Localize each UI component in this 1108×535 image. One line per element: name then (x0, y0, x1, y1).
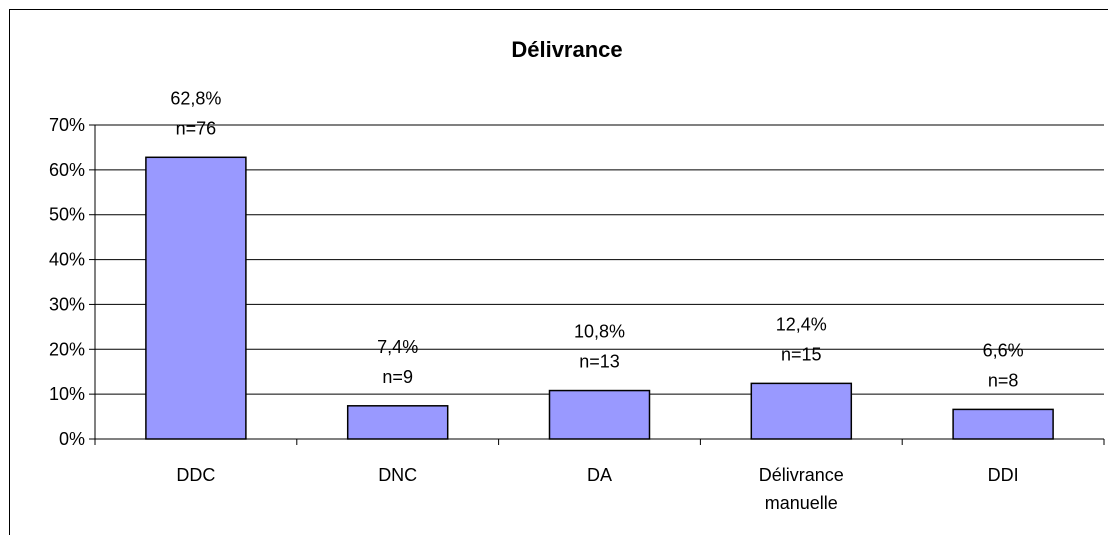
bar (952, 408, 1054, 440)
data-label: n=13 (579, 352, 620, 372)
y-tick-label: 70% (49, 115, 85, 135)
x-tick-label: DNC (378, 465, 417, 485)
y-tick-label: 40% (49, 250, 85, 270)
data-label: 7,4% (377, 337, 418, 357)
data-label: n=76 (176, 118, 217, 138)
y-tick-label: 10% (49, 384, 85, 404)
data-label: 12,4% (776, 314, 827, 334)
y-tick-label: 20% (49, 339, 85, 359)
data-label: 6,6% (983, 340, 1024, 360)
y-tick-label: 60% (49, 160, 85, 180)
x-tick-label: manuelle (765, 493, 838, 513)
data-labels: 62,8% n=76 7,4% n=9 10,8% n=13 12,4% n=15 6,6% n=… (170, 88, 1023, 390)
bar (145, 156, 247, 440)
x-tick-label: Délivrance (759, 465, 844, 485)
x-tick-label: DDC (176, 465, 215, 485)
data-label: n=15 (781, 344, 822, 364)
x-axis-ticks: DDC DNC DA Délivrance manuelle DDI (94, 439, 1105, 513)
y-tick-label: 0% (59, 429, 85, 449)
bar (750, 382, 853, 440)
data-label: 62,8% (170, 88, 221, 108)
bars (145, 156, 1054, 440)
axes (94, 125, 1104, 440)
y-tick-label: 50% (49, 205, 85, 225)
x-tick-label: DDI (988, 465, 1019, 485)
y-axis-ticks: 0% 10% 20% 30% 40% 50% 60% 70% (49, 115, 95, 449)
bar (346, 405, 449, 440)
bar (548, 389, 651, 440)
data-label: 10,8% (574, 322, 625, 342)
data-label: n=9 (382, 367, 413, 387)
chart-title: Délivrance (511, 37, 622, 62)
x-tick-label: DA (587, 465, 612, 485)
data-label: n=8 (988, 370, 1019, 390)
y-tick-label: 30% (49, 294, 85, 314)
